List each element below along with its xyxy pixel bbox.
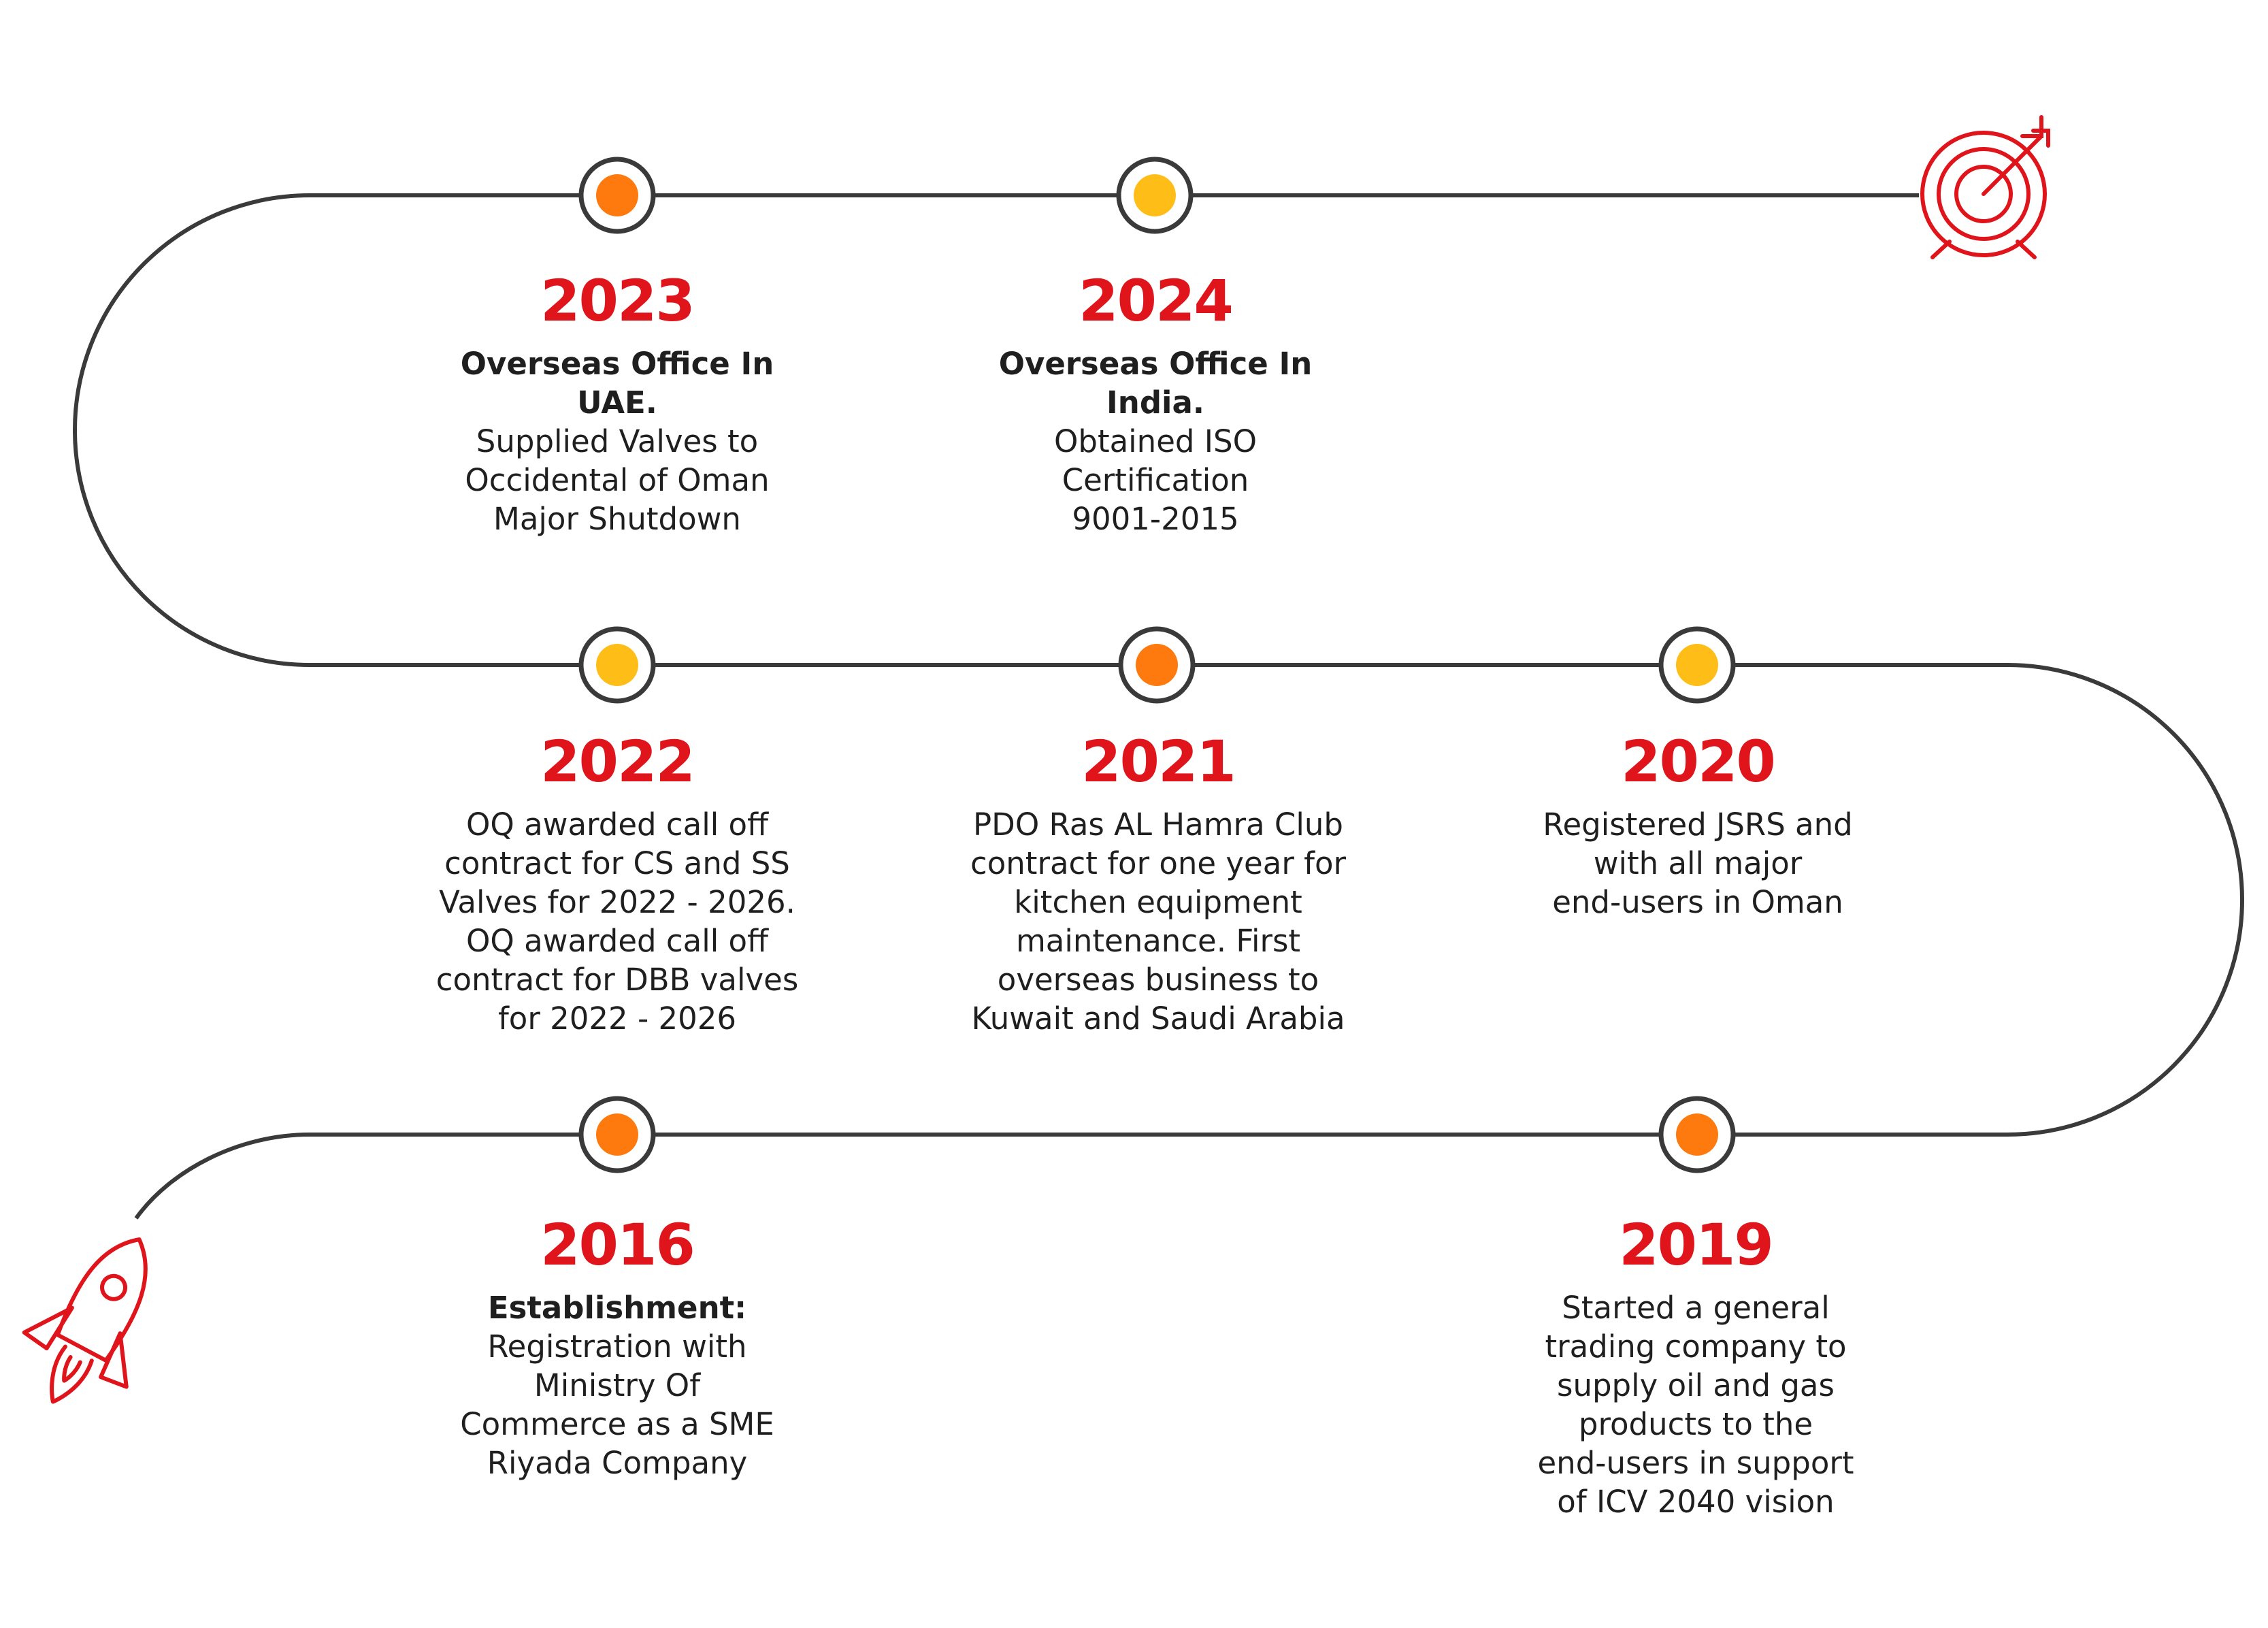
dot-core	[596, 174, 638, 216]
milestone-2020: 2020 Registered JSRS and with all major …	[1439, 733, 1956, 922]
milestone-dot-2022	[578, 626, 656, 704]
dot-core	[1676, 644, 1718, 686]
milestone-text: Obtained ISO Certification 9001-2015	[1053, 423, 1258, 537]
milestone-2016: 2016 Establishment: Registration with Min…	[359, 1216, 876, 1482]
milestone-text: OQ awarded call off contract for CS and …	[435, 807, 799, 1037]
milestone-lead: Overseas Office In India.	[998, 346, 1313, 421]
dot-core	[596, 1113, 638, 1156]
milestone-year: 2024	[1079, 267, 1234, 334]
milestone-lead: Overseas Office In UAE.	[460, 346, 774, 421]
milestone-text: Registration with Ministry Of Commerce a…	[460, 1329, 774, 1481]
milestone-dot-2023	[578, 157, 656, 234]
milestone-year: 2021	[1081, 728, 1236, 795]
milestone-dot-2019	[1658, 1096, 1736, 1173]
milestone-text: PDO Ras AL Hamra Club contract for one y…	[970, 807, 1346, 1037]
dot-core	[1676, 1113, 1718, 1156]
milestone-dot-2020	[1658, 626, 1736, 704]
milestone-2023: 2023 Overseas Office In UAE. Supplied Val…	[359, 272, 876, 538]
milestone-dot-2024	[1116, 157, 1194, 234]
milestone-year: 2019	[1619, 1211, 1774, 1278]
dot-core	[596, 644, 638, 686]
milestone-text: Registered JSRS and with all major end-u…	[1543, 807, 1853, 920]
timeline-path	[73, 193, 2244, 1220]
milestone-2022: 2022 OQ awarded call off contract for CS…	[359, 733, 876, 1038]
milestone-2021: 2021 PDO Ras AL Hamra Club contract for …	[900, 733, 1417, 1038]
milestone-text: Supplied Valves to Occidental of Oman Ma…	[465, 423, 770, 537]
milestone-year: 2022	[540, 728, 695, 795]
dot-core	[1136, 644, 1178, 686]
rocket-icon	[22, 1237, 148, 1404]
milestone-dots	[578, 157, 1736, 1173]
milestone-year: 2016	[540, 1211, 695, 1278]
milestone-text: Started a general trading company to sup…	[1537, 1290, 1854, 1520]
milestone-year: 2020	[1621, 728, 1776, 795]
target-icon	[1920, 115, 2050, 259]
dot-core	[1134, 174, 1176, 216]
milestone-2019: 2019 Started a general trading company t…	[1437, 1216, 1954, 1521]
milestone-lead: Establishment:	[487, 1290, 747, 1326]
milestone-dot-2016	[578, 1096, 656, 1173]
milestone-2024: 2024 Overseas Office In India. Obtained I…	[897, 272, 1414, 538]
milestone-year: 2023	[540, 267, 695, 334]
milestone-dot-2021	[1118, 626, 1196, 704]
